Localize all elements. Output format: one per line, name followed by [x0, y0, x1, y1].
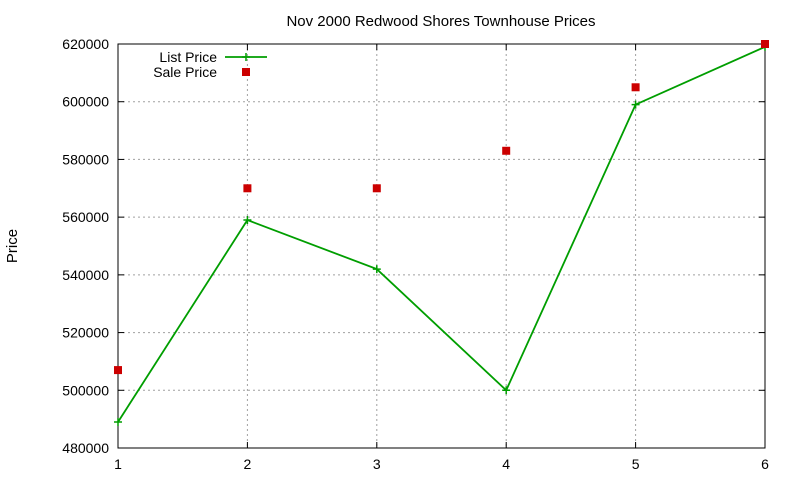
sale-price-point [114, 366, 122, 375]
y-tick-label: 620000 [62, 36, 109, 52]
sale-price-point [372, 184, 381, 193]
list-price-point [502, 386, 511, 395]
y-tick-label: 600000 [62, 94, 109, 110]
list-price-series [114, 42, 769, 427]
sale-price-series [114, 40, 769, 375]
chart-title: Nov 2000 Redwood Shores Townhouse Prices [286, 13, 595, 30]
legend-marker-list-price [242, 53, 250, 61]
y-tick-label: 540000 [62, 267, 109, 283]
x-tick-label: 1 [114, 456, 122, 472]
y-tick-label: 580000 [62, 151, 109, 167]
x-tick-label: 2 [244, 456, 252, 472]
x-tick-label: 6 [761, 456, 769, 472]
list-price-point [243, 216, 252, 225]
list-price-point [631, 100, 640, 109]
grid-lines [118, 44, 765, 448]
sale-price-point [502, 146, 511, 155]
y-tick-label: 520000 [62, 325, 109, 341]
y-axis-label: Price [4, 229, 21, 263]
legend-marker-sale-price [242, 68, 250, 76]
list-price-point [114, 418, 122, 427]
legend-label-sale-price: Sale Price [153, 64, 217, 80]
y-tick-label: 500000 [62, 382, 109, 398]
y-tick-label: 480000 [62, 440, 109, 456]
plot-frame [117, 43, 766, 449]
list-price-line [117, 46, 766, 423]
legend-label-list-price: List Price [159, 49, 217, 65]
sale-price-point [631, 83, 640, 92]
x-tick-label: 4 [502, 456, 510, 472]
y-tick-label: 560000 [62, 209, 109, 225]
x-tick-label: 3 [373, 456, 381, 472]
data-series [114, 40, 769, 427]
sale-price-point [761, 40, 769, 48]
axis-ticks: 480000 500000 520000 540000 560000 580000 6000… [62, 36, 769, 472]
sale-price-point [243, 184, 252, 193]
list-price-point [372, 265, 381, 274]
x-tick-label: 5 [632, 456, 640, 472]
